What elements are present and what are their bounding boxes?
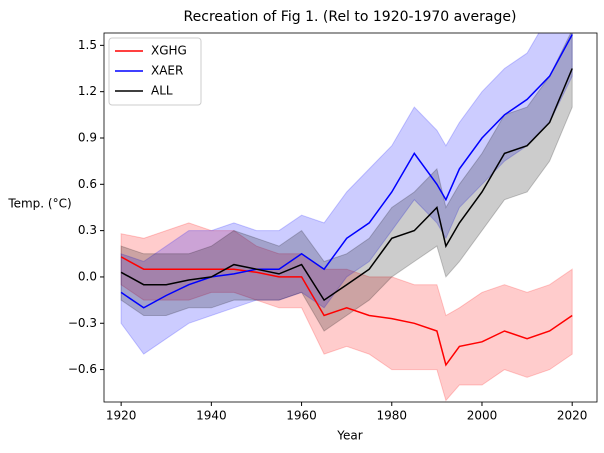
line — [120, 34, 573, 309]
x-tick-label: 1980 — [376, 409, 407, 423]
line — [120, 256, 573, 367]
x-tick-label: 1960 — [286, 409, 317, 423]
x-axis-label: Year — [336, 429, 362, 443]
x-tick-label: 2000 — [467, 409, 498, 423]
y-tick-label: 0.3 — [78, 223, 97, 237]
axes-frame — [103, 32, 598, 403]
plot-area — [120, 33, 573, 402]
x-tick-label: 1940 — [196, 409, 227, 423]
legend-label: XAER — [151, 64, 183, 78]
x-tick-label: 1920 — [106, 409, 137, 423]
legend-box — [108, 37, 202, 106]
chart-title: Recreation of Fig 1. (Rel to 1920-1970 a… — [184, 9, 517, 25]
line — [120, 68, 573, 302]
y-tick-label: 0.0 — [78, 269, 97, 283]
legend-label: XGHG — [151, 44, 187, 58]
band — [120, 222, 573, 402]
legend-label: ALL — [151, 84, 173, 98]
y-tick-label: 1.2 — [78, 84, 97, 98]
y-axis-label: Temp. (°C) — [7, 197, 71, 211]
y-tick-label: −0.6 — [68, 362, 97, 376]
y-tick-label: 0.9 — [78, 130, 97, 144]
y-tick-label: −0.3 — [68, 316, 97, 330]
x-tick-label: 2020 — [557, 409, 588, 423]
y-tick-label: 0.6 — [78, 177, 97, 191]
band — [120, 33, 573, 332]
y-tick-label: 1.5 — [78, 38, 97, 52]
legend: XGHG XAER ALL — [108, 37, 202, 106]
axes: 1920 1940 1960 1980 2000 2020 −0.6 −0.3 0.0 0.3 0.… — [68, 32, 598, 423]
